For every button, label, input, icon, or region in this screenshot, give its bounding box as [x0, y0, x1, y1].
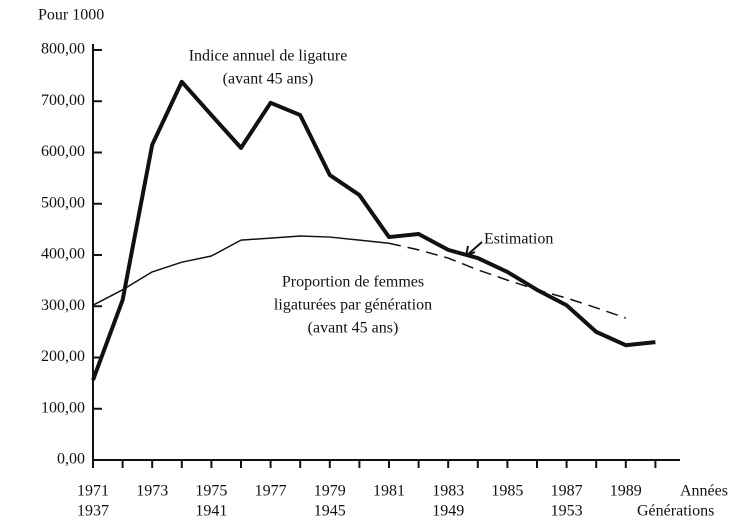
x2-tick-label: 1953	[551, 503, 583, 520]
x2-tick-label: 1949	[432, 503, 464, 520]
x-tick-label: 1983	[432, 483, 464, 500]
y-tick-label: 0,00	[57, 451, 85, 468]
series-label: ligaturées par génération	[274, 297, 432, 314]
series-label: Proportion de femmes	[282, 274, 424, 291]
x-tick-label: 1977	[255, 483, 287, 500]
x-tick-label: 1979	[314, 483, 346, 500]
y-tick-label: 600,00	[41, 143, 85, 160]
x-axis-label: Années	[680, 483, 728, 500]
y-axis-label: Pour 1000	[38, 7, 104, 24]
series-label: Indice annuel de ligature	[189, 48, 348, 65]
series-label: Estimation	[484, 231, 553, 248]
x-tick-label: 1989	[610, 483, 642, 500]
x-tick-label: 1987	[551, 483, 583, 500]
x-tick-label: 1973	[136, 483, 168, 500]
y-tick-label: 400,00	[41, 246, 85, 263]
x2-tick-label: 1941	[195, 503, 227, 520]
x2-axis-label: Générations	[637, 503, 714, 520]
series-line	[388, 242, 627, 319]
y-tick-label: 800,00	[41, 41, 85, 58]
x-tick-label: 1981	[373, 483, 405, 500]
series-line	[91, 79, 656, 381]
y-tick-label: 300,00	[41, 297, 85, 314]
x-tick-label: 1975	[195, 483, 227, 500]
y-tick-label: 700,00	[41, 92, 85, 109]
y-tick-label: 200,00	[41, 348, 85, 365]
series-line	[92, 235, 390, 306]
y-tick-label: 500,00	[41, 194, 85, 211]
series-label: (avant 45 ans)	[223, 71, 314, 88]
x2-tick-label: 1945	[314, 503, 346, 520]
y-tick-label: 100,00	[41, 399, 85, 416]
x2-tick-label: 1937	[77, 503, 109, 520]
annotation-arrow	[465, 241, 483, 257]
series-label: (avant 45 ans)	[308, 320, 399, 337]
x-tick-label: 1985	[491, 483, 523, 500]
x-tick-label: 1971	[77, 483, 109, 500]
